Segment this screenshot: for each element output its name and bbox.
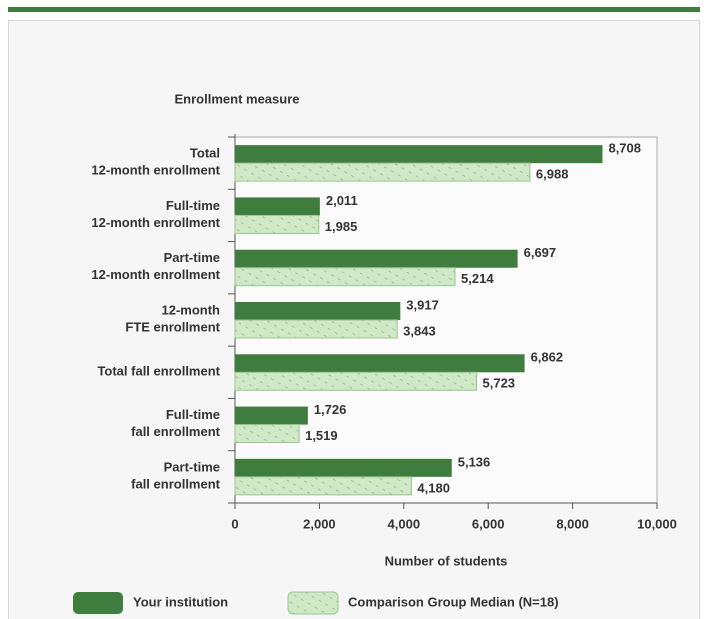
y-tick-label-line: 12-month enrollment: [91, 163, 220, 178]
value-label: 5,214: [461, 271, 494, 286]
bar: [235, 302, 401, 320]
bar: [234, 371, 478, 391]
bar: [234, 476, 412, 496]
x-tick-label: 6,000: [472, 516, 505, 531]
y-tick-label-line: 12-month enrollment: [91, 215, 220, 230]
bar: [234, 319, 398, 339]
y-tick-label-line: 12-month enrollment: [91, 268, 220, 283]
y-tick-label-line: Total fall enrollment: [97, 364, 220, 379]
value-label: 5,723: [483, 376, 516, 391]
y-tick-label-line: Part-time: [164, 251, 220, 266]
x-tick-label: 4,000: [388, 516, 421, 531]
legend-label: Your institution: [133, 594, 228, 609]
bar: [235, 354, 525, 373]
value-label: 8,708: [608, 141, 641, 156]
bar: [234, 214, 320, 234]
value-label: 1,519: [305, 428, 338, 443]
bar: [234, 424, 300, 444]
value-label: 1,726: [314, 402, 347, 417]
y-tick-label-line: fall enrollment: [131, 425, 221, 440]
y-axis-title: Enrollment measure: [175, 91, 300, 106]
value-label: 2,011: [326, 193, 358, 208]
y-tick-label: Full-time fall enrollment: [131, 408, 221, 440]
legend-swatch: [73, 592, 123, 614]
y-tick-label-line: 12-month: [162, 303, 221, 318]
x-tick-label: 10,000: [637, 516, 677, 531]
bar: [235, 458, 452, 477]
y-tick-label: Part-time 12-month enrollment: [91, 251, 220, 283]
y-tick-label-line: fall enrollment: [131, 477, 221, 492]
bar: [234, 162, 531, 182]
y-tick-label-line: FTE enrollment: [125, 320, 220, 335]
x-tick-label: 2,000: [303, 516, 336, 531]
value-label: 1,985: [325, 219, 358, 234]
value-label: 4,180: [417, 480, 450, 495]
value-label: 3,917: [406, 297, 439, 312]
value-label: 6,862: [531, 350, 564, 365]
legend-swatch: [287, 591, 339, 615]
bar: [235, 406, 308, 425]
legend-label: Comparison Group Median (N=18): [348, 594, 559, 609]
value-label: 6,988: [536, 167, 569, 182]
bar: [235, 145, 603, 164]
value-label: 6,697: [524, 245, 557, 260]
y-tick-label: Part-time fall enrollment: [131, 460, 221, 492]
y-tick-label: 12-month FTE enrollment: [125, 303, 220, 335]
y-tick-label: Full-time 12-month enrollment: [91, 198, 220, 230]
y-tick-label: Total fall enrollment: [97, 364, 220, 379]
y-tick-label: Total 12-month enrollment: [91, 146, 220, 178]
value-label: 5,136: [458, 454, 491, 469]
y-tick-label-line: Total: [190, 146, 220, 161]
bar: [235, 249, 518, 268]
top-band: [8, 7, 700, 12]
x-axis-title: Number of students: [385, 553, 508, 568]
y-tick-label-line: Part-time: [164, 460, 220, 475]
y-tick-label-line: Full-time: [166, 408, 220, 423]
y-tick-label-line: Full-time: [166, 198, 220, 213]
bar: [235, 197, 320, 216]
x-tick-label: 0: [231, 516, 238, 531]
bar: [234, 267, 456, 287]
x-tick-label: 8,000: [556, 516, 589, 531]
value-label: 3,843: [403, 323, 436, 338]
